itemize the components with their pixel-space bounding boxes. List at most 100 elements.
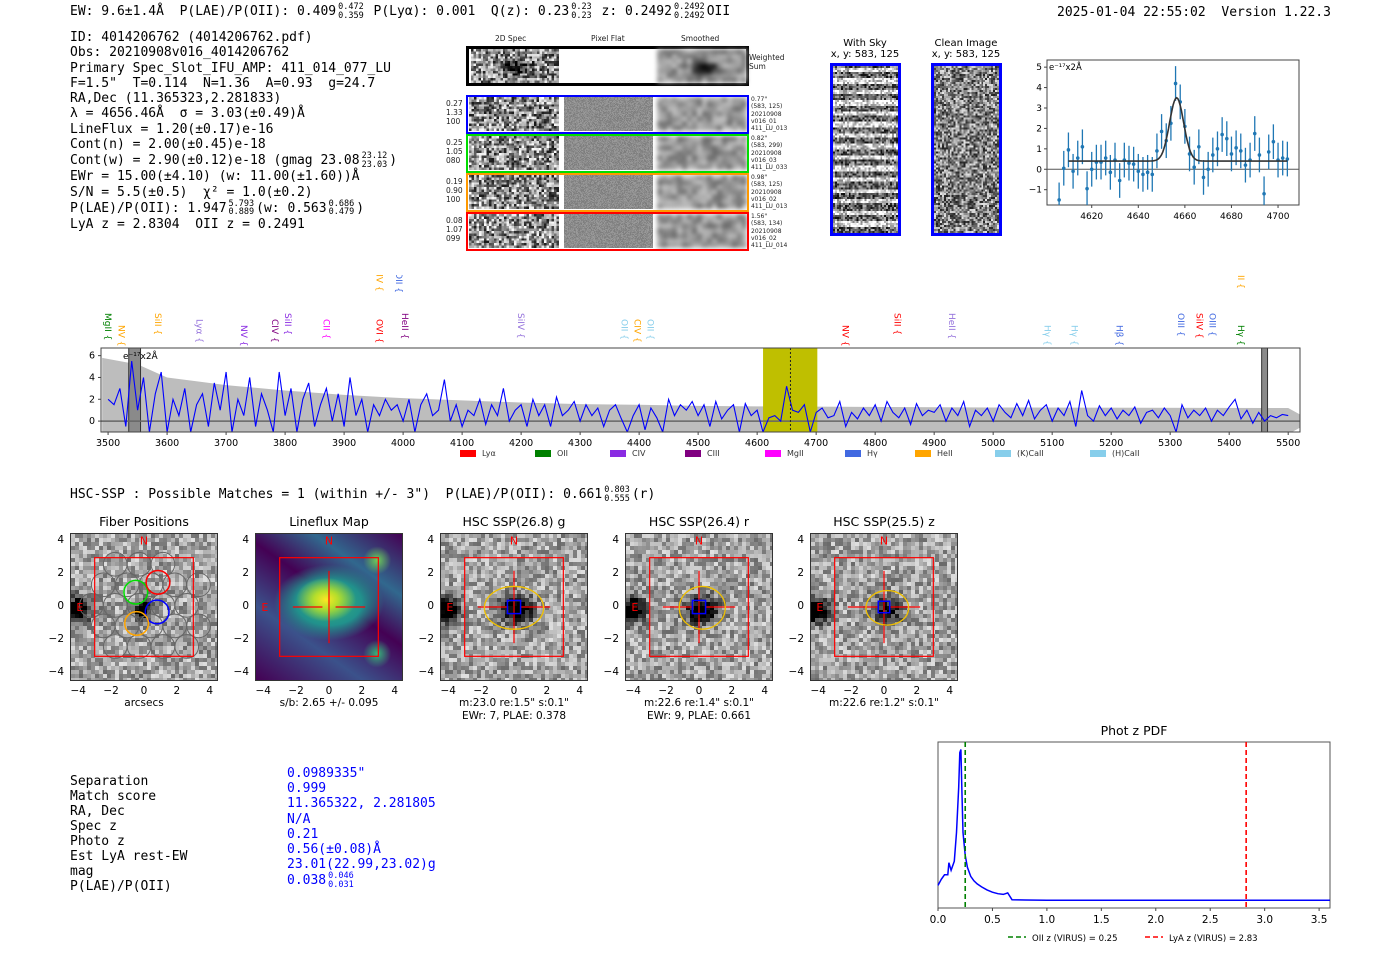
legend-swatch: [1090, 450, 1106, 457]
fiber-smoothed-image: [657, 136, 747, 170]
fiber-circle: [150, 593, 176, 618]
x-tick-label: 4620: [1080, 212, 1103, 222]
cutout-caption: s/b: 2.65 +/- 0.095: [225, 697, 433, 710]
legend-swatch: [915, 450, 931, 457]
data-point: [1220, 132, 1224, 137]
y-tick-label: 2: [89, 394, 95, 405]
x-tick-label: 4660: [1173, 212, 1196, 222]
fiber-circle: [102, 634, 128, 659]
x-tick-label: 4680: [1220, 212, 1243, 222]
value-text: 0.56(±0.08)Å: [287, 842, 381, 857]
x-tick-label: 3800: [273, 438, 297, 449]
fiber-info: 1.56" (583, 134) 20210908 v016_02 411_LU…: [751, 213, 788, 250]
y-tick-label: 0: [427, 600, 434, 612]
line-label-Hγ: Hγ {: [1041, 325, 1051, 346]
fiber-row-panel: [466, 173, 749, 212]
data-point: [1192, 165, 1196, 170]
caption-line: m:23.0 re:1.5" s:0.1": [459, 697, 569, 709]
with-sky-title: With Sky x, y: 583, 125: [815, 38, 915, 60]
fiber-circle-highlight: [124, 610, 150, 637]
summary-header: EW: 9.6±1.4Å P(LAE)/P(OII): 0.409 0.472 0.…: [70, 3, 730, 20]
cutout-image: [70, 533, 218, 681]
info-line: LineFlux = 1.20(±0.17)e-16: [70, 122, 397, 137]
y-tick-label: −2: [418, 632, 434, 645]
line-label-Hγ: Hγ {: [1235, 325, 1245, 346]
line-label-SiIV: SiIV {: [515, 313, 525, 339]
x-tick-label: 2: [543, 685, 551, 697]
qz-lo: 0.23: [571, 10, 592, 21]
line-label-NV: NV {: [238, 325, 248, 346]
x-tick-label: 3600: [155, 438, 179, 449]
x-tick-label: 4: [946, 685, 954, 697]
table-label: Separation: [70, 774, 149, 789]
table-label: P(LAE)/P(OII): [70, 879, 172, 894]
catalog-match-marker: [877, 600, 891, 614]
range-lo: 23.03: [361, 159, 388, 170]
table-value: 0.0989335": [287, 766, 365, 781]
data-point: [1061, 166, 1066, 171]
x-tick-label: 4600: [745, 438, 769, 449]
x-tick-label: 3500: [96, 438, 120, 449]
chart-title: Phot z PDF: [1101, 723, 1168, 738]
y-tick-label: 2: [427, 567, 434, 580]
z-range: 0.2492 0.2492: [674, 3, 705, 20]
legend-swatch: [845, 450, 861, 457]
compass-east-label: E: [261, 601, 268, 614]
clean-image-coords: x, y: 583, 125: [931, 49, 1001, 60]
value-text: 0.0989335": [287, 766, 366, 781]
aperture-box: [464, 557, 564, 657]
line-label-Hβ: Hβ {: [1113, 325, 1123, 346]
line-label-HeII: HeII {: [399, 313, 409, 339]
info-text: F=1.5" T=0.114 N=1.36 A=0.93 g=24.7: [70, 75, 376, 91]
value-text: 0.038: [287, 873, 327, 889]
x-tick-label: 4400: [627, 438, 651, 449]
masked-region: [1261, 348, 1269, 432]
fiber-smoothed-image: [657, 214, 747, 248]
data-point: [1262, 191, 1266, 196]
value-text: 11.365322, 2.281805: [287, 796, 436, 812]
fiber-stats: 0.08 1.07 099: [446, 216, 463, 243]
legend-swatch: [685, 450, 701, 457]
aperture-box: [279, 557, 379, 657]
cutout-title: HSC SSP(26.8) g: [462, 514, 566, 529]
line-label-SiIV: SiIV {: [1194, 313, 1204, 339]
x-tick-label: 4: [576, 685, 584, 697]
x-tick-label: 4700: [1267, 212, 1290, 222]
line-label-SiII: SiII {: [282, 313, 292, 335]
x-tick-label: −4: [810, 685, 826, 697]
fiber-2d-spec-image: [469, 214, 559, 248]
y-tick-label: 4: [89, 372, 95, 383]
table-value: 0.038 0.046 0.031: [287, 872, 356, 889]
fiber-row-panel: [466, 212, 749, 251]
info-line: S/N = 5.5(±0.5) χ² = 1.0(±0.2): [70, 185, 397, 200]
info-line: LyA z = 2.8304 OII z = 0.2491: [70, 217, 397, 232]
x-tick-label: 3900: [332, 438, 356, 449]
data-point: [1071, 169, 1075, 174]
fiber-circle: [102, 551, 128, 577]
x-tick-label: 3.0: [1256, 914, 1273, 926]
data-point: [1238, 149, 1243, 153]
y-tick-label: 2: [1036, 124, 1042, 134]
legend-label: MgII: [787, 449, 804, 458]
data-point: [1155, 149, 1159, 153]
with-sky-image: [830, 63, 901, 236]
y-tick-label: 2: [242, 567, 249, 580]
fiber-circle: [162, 613, 188, 639]
detection-info: ID: 4014206762 (4014206762.pdf) Obs: 2021…: [70, 30, 397, 232]
table-value: 0.56(±0.08)Å: [287, 842, 381, 857]
weighted-2d-spec-image: [471, 49, 559, 83]
y-tick-label: −4: [233, 665, 249, 678]
timestamp: 2025-01-04 22:55:02: [1057, 5, 1206, 20]
info-text: Cont(w) = 2.90(±0.12)e-18 (gmag 23.08: [70, 153, 360, 169]
x-tick-label: 0: [510, 685, 518, 697]
fiber-circle: [126, 551, 152, 577]
clean-image: [931, 63, 1002, 236]
catalog-match-table: Separation 0.0989335" Match score 0.999 RA, …: [70, 766, 490, 896]
source-ellipse: [678, 585, 726, 630]
info-text: EWr = 15.00(±4.10) (w: 11.00(±1.60))Å: [70, 169, 360, 185]
x-tick-label: 4: [206, 685, 214, 697]
value-range: 23.12 23.03: [362, 152, 388, 169]
fiber-smoothed-image: [657, 175, 747, 209]
data-point: [1127, 161, 1131, 165]
data-point: [1243, 163, 1248, 167]
